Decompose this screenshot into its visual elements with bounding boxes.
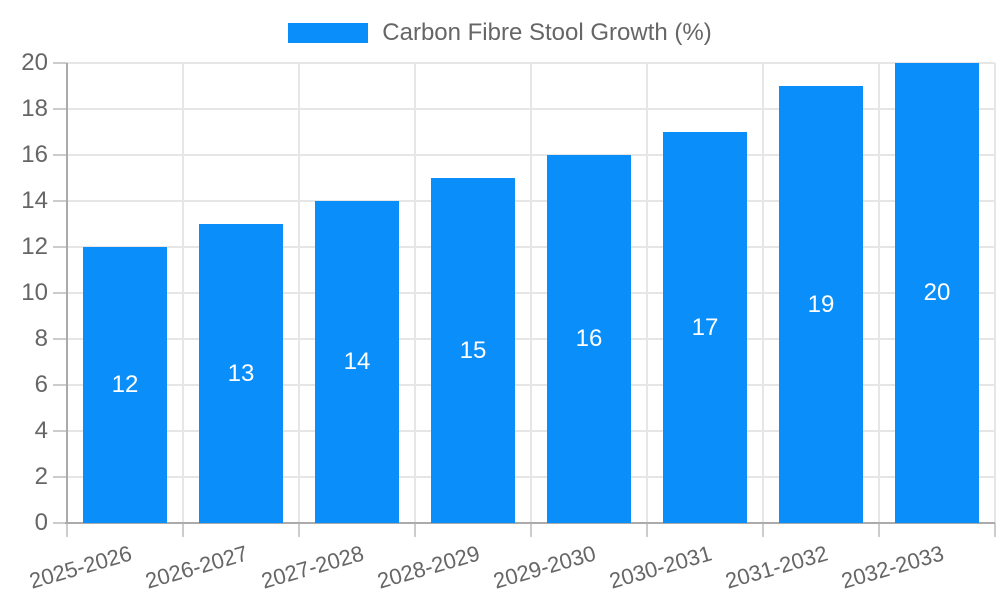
y-tick-label: 8 [34, 325, 48, 352]
y-tick-label: 4 [34, 417, 48, 444]
y-tick-mark [53, 384, 67, 386]
y-tick-mark [53, 430, 67, 432]
v-gridline [530, 63, 532, 523]
v-gridline [878, 63, 880, 523]
bar-2030-2031[interactable] [663, 132, 747, 523]
x-tick-label: 2029-2030 [490, 540, 599, 594]
bar-2026-2027[interactable] [199, 224, 283, 523]
bar-value-label: 14 [343, 348, 371, 375]
y-tick-label: 0 [34, 509, 48, 536]
y-tick-label: 2 [34, 463, 48, 490]
x-tick-label: 2032-2033 [838, 540, 947, 594]
x-tick-mark [646, 523, 648, 537]
v-gridline [414, 63, 416, 523]
x-tick-mark [66, 523, 68, 537]
y-tick-mark [53, 292, 67, 294]
y-tick-label: 18 [21, 95, 48, 122]
x-axis-line [65, 522, 995, 524]
v-gridline [994, 63, 996, 523]
bar-2027-2028[interactable] [315, 201, 399, 523]
bar-2032-2033[interactable] [895, 63, 979, 523]
bar-value-label: 16 [575, 325, 603, 352]
x-tick-label: 2028-2029 [374, 540, 483, 594]
y-tick-mark [53, 154, 67, 156]
x-tick-mark [414, 523, 416, 537]
bar-2025-2026[interactable] [83, 247, 167, 523]
v-gridline [182, 63, 184, 523]
bar-2031-2032[interactable] [779, 86, 863, 523]
bar-2029-2030[interactable] [547, 155, 631, 523]
x-tick-label: 2026-2027 [142, 540, 251, 594]
x-tick-label: 2025-2026 [26, 540, 135, 594]
bar-value-label: 19 [807, 290, 835, 318]
y-tick-label: 14 [21, 187, 48, 214]
legend-label: Carbon Fibre Stool Growth (%) [382, 19, 712, 46]
y-tick-label: 10 [21, 279, 48, 306]
y-axis-line [66, 63, 68, 523]
x-tick-label: 2030-2031 [606, 540, 715, 594]
bar-value-label: 20 [923, 279, 951, 306]
x-tick-mark [762, 523, 764, 537]
bar-value-label: 13 [227, 359, 255, 387]
y-tick-mark [53, 62, 67, 64]
bar-value-label: 17 [691, 313, 719, 341]
y-tick-label: 12 [21, 233, 48, 260]
v-gridline [762, 63, 764, 523]
y-tick-label: 6 [34, 371, 48, 398]
y-tick-mark [53, 476, 67, 478]
x-tick-mark [298, 523, 300, 537]
bar-2028-2029[interactable] [431, 178, 515, 523]
x-tick-mark [994, 523, 996, 537]
y-tick-label: 16 [21, 141, 48, 168]
y-tick-mark [53, 108, 67, 110]
y-tick-mark [53, 200, 67, 202]
bar-value-label: 12 [111, 371, 139, 398]
y-tick-mark [53, 246, 67, 248]
y-tick-label: 20 [21, 49, 48, 76]
x-tick-mark [182, 523, 184, 537]
x-tick-mark [878, 523, 880, 537]
v-gridline [298, 63, 300, 523]
legend-swatch [288, 23, 369, 43]
y-tick-mark [53, 522, 67, 524]
x-tick-label: 2031-2032 [722, 540, 831, 594]
x-tick-mark [530, 523, 532, 537]
legend-item[interactable]: Carbon Fibre Stool Growth (%) [0, 19, 1000, 46]
v-gridline [646, 63, 648, 523]
bar-value-label: 15 [459, 336, 487, 364]
x-tick-label: 2027-2028 [258, 540, 367, 594]
y-tick-mark [53, 338, 67, 340]
